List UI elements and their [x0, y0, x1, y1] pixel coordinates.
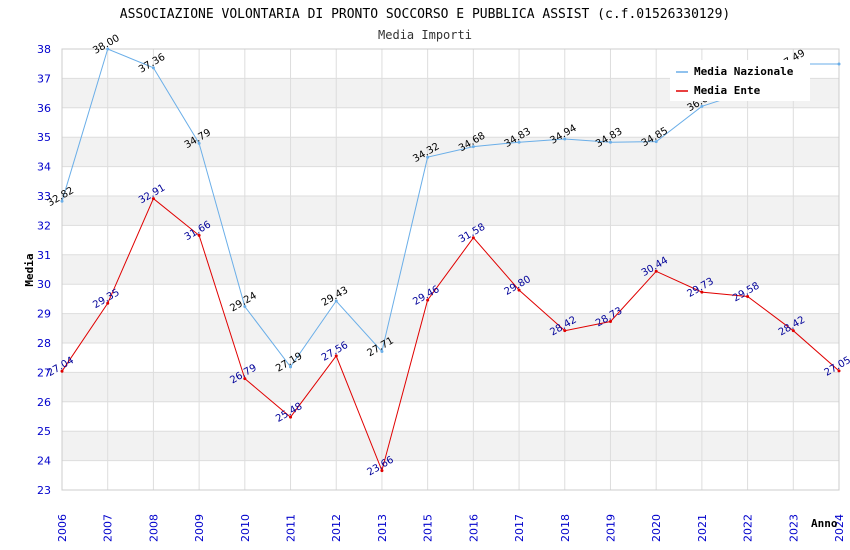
x-tick-label: 2024	[833, 514, 846, 542]
data-point	[151, 197, 155, 201]
x-tick-label: 2011	[285, 514, 298, 542]
data-point	[608, 140, 612, 144]
grid-band	[62, 460, 839, 490]
y-tick-label: 27	[37, 366, 51, 379]
y-tick-label: 29	[37, 308, 51, 321]
y-tick-label: 25	[37, 425, 51, 438]
data-point	[380, 469, 384, 473]
x-tick-label: 2015	[422, 514, 435, 542]
legend-label-ente: Media Ente	[694, 84, 761, 97]
y-tick-label: 31	[37, 249, 51, 262]
grid-band	[62, 284, 839, 314]
data-point	[334, 299, 338, 303]
data-point	[654, 269, 658, 273]
x-axis-ticks: 2006 2007 2008 2009 2010 2011 2012 2013 2015 2016…	[56, 514, 846, 542]
data-point	[334, 354, 338, 358]
y-axis-ticks: 23 24 25 26 27 28 29 30 31 32 33 34 35 36 37 38	[37, 43, 51, 497]
data-point	[563, 329, 567, 333]
y-tick-label: 36	[37, 102, 51, 115]
data-point	[608, 320, 612, 324]
data-point	[243, 377, 247, 381]
x-tick-label: 2022	[742, 514, 755, 542]
data-point	[700, 104, 704, 108]
series-line-nazionale	[61, 48, 839, 368]
y-tick-label: 35	[37, 131, 51, 144]
data-point	[517, 288, 521, 292]
data-point	[289, 365, 293, 369]
x-tick-label: 2021	[696, 514, 709, 542]
grid-band	[62, 401, 839, 432]
data-point	[471, 236, 475, 240]
y-axis-label: Media	[23, 253, 36, 286]
plot-gridlines	[61, 48, 840, 491]
data-point	[471, 145, 475, 149]
x-tick-label: 2020	[650, 514, 663, 542]
y-tick-label: 23	[37, 484, 51, 497]
plot-frame	[61, 48, 840, 491]
data-point	[243, 305, 247, 309]
x-tick-label: 2013	[376, 514, 389, 542]
data-point	[380, 350, 384, 354]
data-point	[654, 140, 658, 144]
grid-band	[62, 225, 839, 255]
data-point	[517, 140, 521, 144]
data-point	[837, 369, 841, 373]
x-tick-label: 2008	[147, 514, 160, 542]
data-point	[60, 199, 64, 203]
y-tick-label: 24	[37, 455, 51, 468]
data-point	[563, 137, 567, 141]
grid-band	[62, 107, 839, 138]
plot-background-bands	[62, 49, 839, 490]
grid-band	[62, 372, 839, 402]
data-point	[197, 141, 201, 145]
x-tick-label: 2018	[559, 514, 572, 542]
x-tick-label: 2007	[102, 514, 115, 542]
data-point	[289, 415, 293, 419]
data-point	[106, 47, 110, 51]
data-point	[746, 295, 750, 299]
legend: Media Nazionale Media Ente	[670, 60, 810, 101]
y-tick-label: 28	[37, 337, 51, 350]
grid-band	[62, 166, 839, 196]
y-tick-label: 34	[37, 161, 51, 174]
data-point	[197, 233, 201, 237]
y-tick-label: 26	[37, 396, 51, 409]
data-point	[106, 301, 110, 305]
x-tick-label: 2019	[604, 514, 617, 542]
grid-band	[62, 313, 839, 343]
data-point	[791, 329, 795, 333]
chart-subtitle: Media Importi	[378, 28, 472, 42]
x-tick-label: 2016	[467, 514, 480, 542]
series-line-ente	[61, 197, 840, 473]
data-point	[426, 155, 430, 159]
x-tick-label: 2017	[513, 514, 526, 542]
x-tick-label: 2009	[193, 514, 206, 542]
x-tick-label: 2023	[787, 514, 800, 542]
x-tick-label: 2010	[239, 514, 252, 542]
grid-band	[62, 431, 839, 461]
legend-box	[670, 60, 810, 101]
grid-band	[62, 343, 839, 373]
data-point	[60, 369, 64, 373]
y-tick-label: 37	[37, 72, 51, 85]
legend-label-nazionale: Media Nazionale	[694, 65, 794, 78]
x-axis-label: Anno	[811, 517, 838, 530]
data-point	[426, 298, 430, 302]
y-tick-label: 33	[37, 190, 51, 203]
grid-band	[62, 196, 839, 226]
data-point	[837, 62, 841, 66]
y-tick-label: 38	[37, 43, 51, 56]
data-point	[151, 66, 155, 70]
y-tick-label: 30	[37, 278, 51, 291]
x-tick-label: 2006	[56, 514, 69, 542]
x-tick-label: 2012	[330, 514, 343, 542]
y-tick-label: 32	[37, 219, 51, 232]
chart-title: ASSOCIAZIONE VOLONTARIA DI PRONTO SOCCOR…	[120, 7, 730, 22]
data-point	[700, 290, 704, 294]
series-lines	[60, 47, 841, 473]
